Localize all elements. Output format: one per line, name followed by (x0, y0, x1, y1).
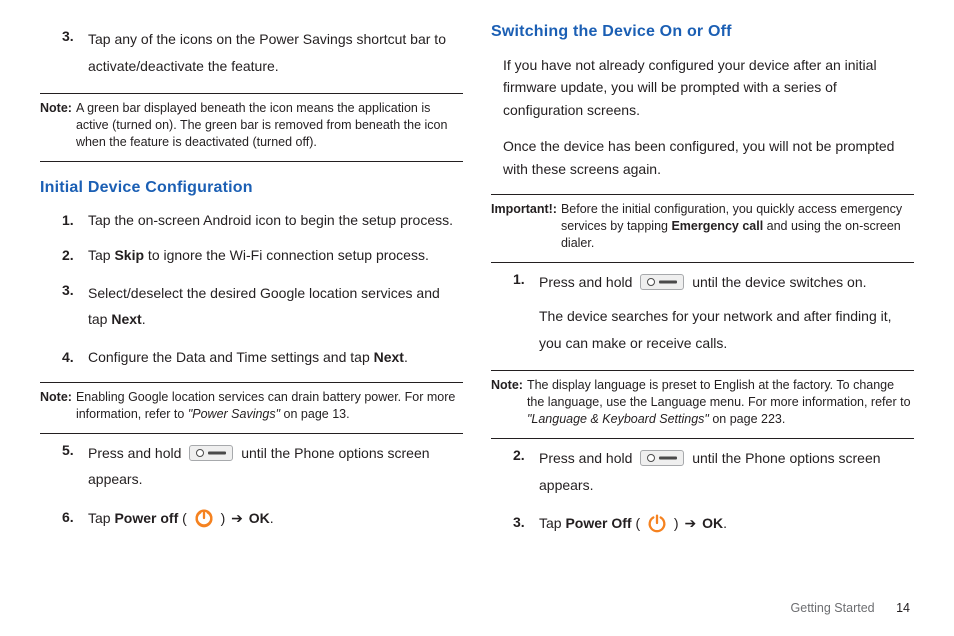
note-label: Note: (40, 389, 72, 423)
text: Tap (539, 515, 565, 531)
divider (40, 382, 463, 383)
important-text: Before the initial configuration, you qu… (561, 201, 914, 252)
divider (40, 93, 463, 94)
power-key-icon (640, 274, 684, 290)
list-number: 2. (62, 245, 88, 266)
note-text: The display language is preset to Englis… (527, 377, 914, 428)
arrow-icon: ➔ (231, 510, 243, 526)
footer-section: Getting Started (791, 601, 875, 615)
list-item: 5. Press and hold until the Phone option… (62, 440, 463, 493)
footer-page-number: 14 (896, 601, 910, 615)
list-number: 3. (62, 26, 88, 79)
text: Configure the Data and Time settings and… (88, 349, 374, 365)
divider (491, 370, 914, 371)
italic-text: "Language & Keyboard Settings" (527, 412, 709, 426)
divider (40, 161, 463, 162)
list-number: 3. (62, 280, 88, 333)
list-item: 2. Press and hold until the Phone option… (513, 445, 914, 498)
important-block: Important!: Before the initial configura… (491, 201, 914, 252)
list-item: 6. Tap Power off ( ) ➔ OK. (62, 507, 463, 529)
list-text: Tap Skip to ignore the Wi-Fi connection … (88, 245, 463, 266)
text: ) (670, 515, 682, 531)
bold-text: Skip (114, 247, 144, 263)
text: Tap (88, 510, 114, 526)
list-number: 1. (62, 210, 88, 231)
list-text: Tap any of the icons on the Power Saving… (88, 26, 463, 79)
divider (40, 433, 463, 434)
divider (491, 262, 914, 263)
important-label: Important!: (491, 201, 557, 252)
list-text: Tap the on-screen Android icon to begin … (88, 210, 463, 231)
page-footer: Getting Started 14 (791, 599, 910, 618)
list-number: 1. (513, 269, 539, 357)
text: ) (217, 510, 229, 526)
text: on page 223. (709, 412, 785, 426)
list-item: 3. Tap any of the icons on the Power Sav… (62, 26, 463, 79)
list-text: Select/deselect the desired Google locat… (88, 280, 463, 333)
note-label: Note: (491, 377, 523, 428)
list-item: 1. Press and hold until the device switc… (513, 269, 914, 357)
bold-text: Emergency call (671, 219, 763, 233)
left-column: 3. Tap any of the icons on the Power Sav… (40, 20, 463, 596)
divider (491, 438, 914, 439)
power-key-icon (640, 450, 684, 466)
list-number: 6. (62, 507, 88, 529)
list-item: 2. Tap Skip to ignore the Wi-Fi connecti… (62, 245, 463, 266)
paragraph: If you have not already configured your … (503, 54, 914, 121)
text: on page 13. (280, 407, 350, 421)
arrow-icon: ➔ (685, 515, 697, 531)
bold-text: OK (249, 510, 270, 526)
text: . (723, 515, 727, 531)
list-number: 3. (513, 512, 539, 534)
heading-switching: Switching the Device On or Off (491, 20, 914, 44)
list-text: Press and hold until the Phone options s… (539, 445, 914, 498)
right-column: Switching the Device On or Off If you ha… (491, 20, 914, 596)
list-text: Configure the Data and Time settings and… (88, 347, 463, 368)
text: ( (632, 515, 644, 531)
text: Press and hold (88, 445, 185, 461)
text: The display language is preset to Englis… (527, 378, 911, 409)
list-text: Tap Power Off ( ) ➔ OK. (539, 512, 914, 534)
power-key-icon (189, 445, 233, 461)
bold-text: Next (374, 349, 404, 365)
text: Tap (88, 247, 114, 263)
list-item: 3. Tap Power Off ( ) ➔ OK. (513, 512, 914, 534)
list-text: Tap Power off ( ) ➔ OK. (88, 507, 463, 529)
list-text: Press and hold until the Phone options s… (88, 440, 463, 493)
paragraph: Once the device has been configured, you… (503, 135, 914, 180)
power-icon (646, 512, 668, 534)
text: . (142, 311, 146, 327)
list-text: Press and hold until the device switches… (539, 269, 914, 357)
bold-text: OK (702, 515, 723, 531)
text: . (270, 510, 274, 526)
note-text: A green bar displayed beneath the icon m… (76, 100, 463, 151)
bold-text: Power off (114, 510, 178, 526)
text: Press and hold (539, 450, 636, 466)
note-block: Note: A green bar displayed beneath the … (40, 100, 463, 151)
list-number: 4. (62, 347, 88, 368)
note-text: Enabling Google location services can dr… (76, 389, 463, 423)
divider (491, 194, 914, 195)
note-block: Note: The display language is preset to … (491, 377, 914, 428)
text: to ignore the Wi-Fi connection setup pro… (144, 247, 429, 263)
text: . (404, 349, 408, 365)
list-item: 4. Configure the Data and Time settings … (62, 347, 463, 368)
power-icon (193, 507, 215, 529)
list-item: 3. Select/deselect the desired Google lo… (62, 280, 463, 333)
text: Press and hold (539, 274, 636, 290)
heading-initial-config: Initial Device Configuration (40, 176, 463, 200)
text: ( (178, 510, 190, 526)
bold-text: Next (111, 311, 141, 327)
italic-text: "Power Savings" (188, 407, 280, 421)
bold-text: Power Off (565, 515, 631, 531)
list-item: 1. Tap the on-screen Android icon to beg… (62, 210, 463, 231)
text: until the device switches on. (692, 274, 866, 290)
list-number: 2. (513, 445, 539, 498)
note-label: Note: (40, 100, 72, 151)
text: The device searches for your network and… (539, 303, 914, 356)
note-block: Note: Enabling Google location services … (40, 389, 463, 423)
list-number: 5. (62, 440, 88, 493)
